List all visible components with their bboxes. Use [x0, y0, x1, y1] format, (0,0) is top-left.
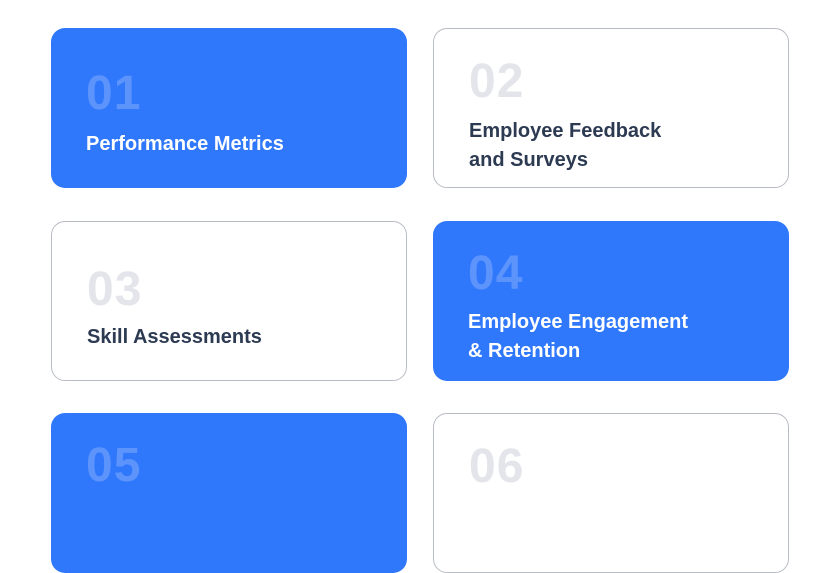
card-03: 03 Skill Assessments	[51, 221, 407, 381]
card-title: Performance Metrics	[86, 130, 387, 159]
card-title-line: Employee Feedback	[469, 120, 662, 142]
card-title: Employee Feedback and Surveys	[469, 117, 768, 175]
card-01: 01 Performance Metrics	[51, 28, 407, 188]
card-title-line: Employee Engagement	[468, 311, 689, 333]
card-number: 03	[87, 263, 143, 316]
card-number: 02	[469, 55, 525, 108]
card-06: 06	[433, 413, 789, 573]
card-title-line: Performance Metrics	[86, 133, 284, 155]
card-04: 04 Employee Engagement & Retention	[433, 221, 789, 381]
card-number: 01	[86, 67, 142, 120]
card-number: 04	[468, 247, 524, 300]
card-title: Employee Engagement & Retention	[468, 308, 769, 366]
card-number: 05	[86, 439, 142, 492]
card-title-line: Skill Assessments	[87, 326, 262, 348]
card-title-line: and Surveys	[469, 149, 588, 171]
card-title-line: & Retention	[468, 340, 581, 362]
card-title: Skill Assessments	[87, 323, 386, 352]
cards-grid: 01 Performance Metrics 02 Employee Feedb…	[51, 28, 789, 573]
card-02: 02 Employee Feedback and Surveys	[433, 28, 789, 188]
card-number: 06	[469, 440, 525, 493]
card-05: 05	[51, 413, 407, 573]
